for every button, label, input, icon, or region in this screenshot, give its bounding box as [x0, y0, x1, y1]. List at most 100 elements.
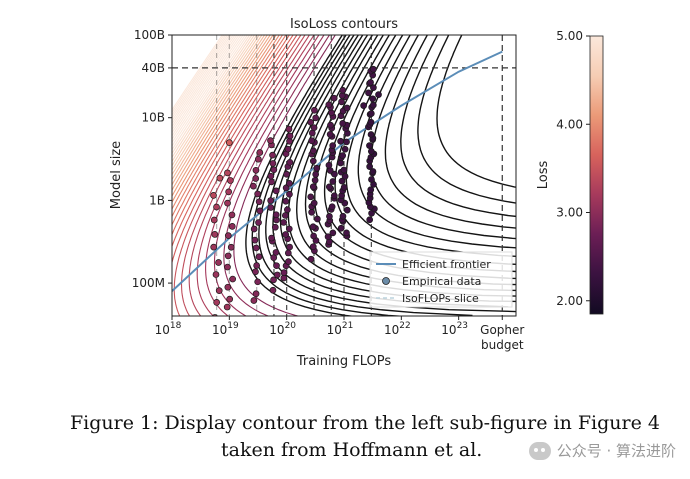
- empirical-point: [343, 138, 350, 146]
- empirical-point: [267, 204, 275, 211]
- empirical-point: [225, 139, 233, 146]
- empirical-point: [286, 158, 294, 166]
- empirical-point: [330, 94, 338, 102]
- isoloss-contour-chart: IsoLoss contours 1018 1019 1020 1021 1022 102…: [109, 17, 604, 369]
- empirical-point: [369, 101, 377, 109]
- contour-line: [172, 35, 253, 159]
- empirical-point: [310, 232, 317, 240]
- empirical-point: [223, 303, 231, 311]
- empirical-point: [254, 155, 262, 163]
- x-tick-label: 1022: [384, 321, 411, 337]
- empirical-point: [283, 170, 291, 178]
- empirical-point: [250, 297, 258, 304]
- colorbar: 2.00 3.00 4.00 5.00 Loss: [536, 29, 604, 315]
- colorbar-tick-label: 2.00: [556, 294, 583, 308]
- empirical-point: [210, 192, 217, 199]
- empirical-point: [309, 223, 317, 231]
- empirical-point: [226, 295, 234, 303]
- empirical-point: [367, 186, 375, 194]
- legend: Efficient frontier Empirical data IsoFLO…: [369, 251, 513, 308]
- empirical-point: [328, 109, 335, 117]
- empirical-point: [250, 225, 258, 233]
- empirical-point: [224, 283, 232, 291]
- empirical-point: [228, 211, 236, 219]
- empirical-point: [367, 110, 375, 117]
- empirical-point: [254, 190, 262, 198]
- empirical-point: [325, 183, 333, 191]
- empirical-point: [338, 98, 345, 106]
- contour-line: [400, 35, 516, 218]
- empirical-point: [343, 229, 350, 237]
- contour-line: [172, 35, 291, 236]
- chart-title: IsoLoss contours: [290, 17, 398, 32]
- empirical-point: [312, 170, 320, 178]
- contour-line: [172, 35, 298, 265]
- empirical-point: [252, 290, 260, 298]
- empirical-point: [286, 190, 293, 198]
- empirical-point: [212, 271, 220, 278]
- empirical-point: [308, 208, 315, 216]
- contour-line: [172, 35, 232, 125]
- contour-line: [172, 35, 284, 218]
- empirical-point: [269, 160, 277, 167]
- colorbar-tick-label: 4.00: [556, 117, 583, 131]
- contour-line: [172, 35, 258, 167]
- empirical-point: [339, 212, 347, 220]
- contour-line: [173, 35, 302, 316]
- empirical-point: [216, 174, 224, 182]
- empirical-point: [267, 172, 275, 180]
- x-tick-label: 1021: [327, 321, 354, 337]
- empirical-point: [370, 65, 377, 73]
- empirical-point: [224, 252, 232, 260]
- empirical-point: [282, 231, 290, 238]
- empirical-point: [341, 173, 349, 180]
- contour-line: [287, 35, 516, 297]
- empirical-point: [311, 176, 319, 184]
- empirical-point: [215, 287, 223, 294]
- empirical-point: [280, 219, 288, 226]
- empirical-point: [210, 216, 218, 224]
- empirical-point: [340, 166, 348, 174]
- contour-line: [172, 35, 251, 155]
- empirical-point: [280, 269, 288, 276]
- contour-line: [172, 35, 246, 147]
- contour-line: [172, 35, 242, 141]
- legend-empirical-swatch: [382, 277, 390, 285]
- empirical-point: [253, 262, 261, 269]
- contour-line: [357, 35, 516, 249]
- contour-line: [172, 35, 256, 163]
- contour-line: [172, 35, 277, 204]
- gopher-tick-label-line1: Gopher: [480, 323, 524, 337]
- empirical-point: [308, 137, 316, 145]
- empirical-point: [309, 183, 317, 191]
- empirical-point: [269, 286, 277, 294]
- contour-line: [436, 35, 516, 188]
- contour-line: [172, 35, 225, 114]
- empirical-point: [324, 233, 332, 241]
- empirical-point: [285, 125, 293, 133]
- empirical-point: [228, 222, 236, 230]
- empirical-point: [227, 177, 234, 184]
- contour-line: [172, 35, 294, 248]
- empirical-point: [272, 187, 280, 195]
- y-tick-label: 10B: [141, 111, 165, 125]
- empirical-point: [284, 249, 292, 257]
- legend-empirical-label: Empirical data: [402, 275, 481, 288]
- empirical-point: [255, 219, 262, 226]
- empirical-point: [281, 212, 289, 219]
- empirical-point: [282, 184, 290, 192]
- empirical-point: [329, 178, 337, 185]
- empirical-point: [369, 168, 377, 175]
- contour-line: [345, 35, 516, 258]
- empirical-point: [307, 118, 315, 126]
- empirical-point: [268, 234, 275, 242]
- empirical-point: [326, 213, 333, 220]
- empirical-point: [311, 106, 318, 114]
- x-axis-label: Training FLOPs: [296, 354, 392, 369]
- empirical-point: [327, 121, 334, 129]
- contour-line: [172, 35, 260, 172]
- empirical-point: [256, 207, 264, 215]
- empirical-point: [307, 255, 315, 263]
- empirical-point: [338, 177, 346, 185]
